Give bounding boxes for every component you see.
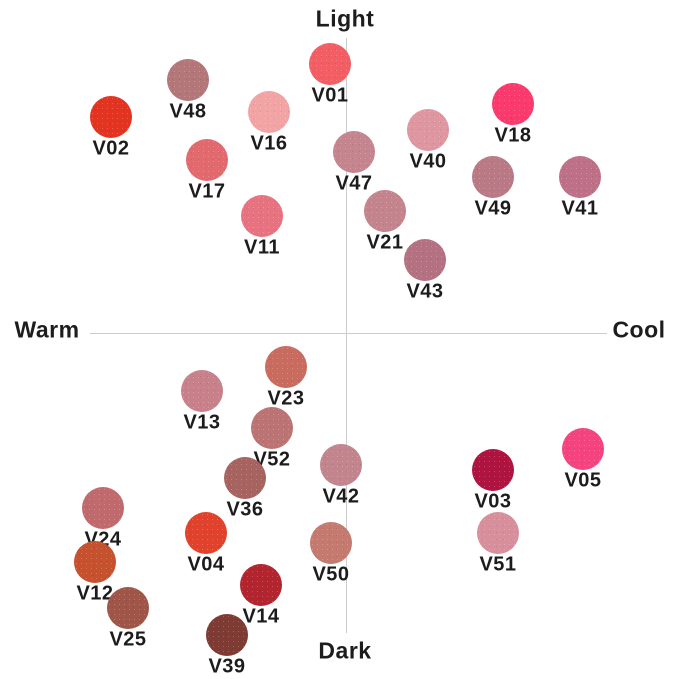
shade-label-v11: V11 [244, 236, 280, 259]
shade-swatch-v01 [309, 43, 351, 85]
shade-label-v12: V12 [76, 582, 114, 605]
shade-swatch-v05 [562, 428, 604, 470]
axis-label-dark: Dark [318, 637, 372, 664]
axis-label-warm: Warm [14, 316, 80, 343]
shade-label-v42: V42 [322, 485, 360, 508]
shade-label-v47: V47 [335, 172, 373, 195]
shade-label-v23: V23 [267, 387, 305, 410]
shade-label-v03: V03 [474, 490, 512, 513]
shade-swatch-v41 [559, 156, 601, 198]
shade-label-v21: V21 [366, 231, 404, 254]
shade-swatch-v49 [472, 156, 514, 198]
shade-swatch-v47 [333, 131, 375, 173]
shade-swatch-v40 [407, 109, 449, 151]
shade-label-v41: V41 [561, 197, 599, 220]
shade-swatch-v39 [206, 614, 248, 656]
shade-label-v25: V25 [109, 628, 147, 651]
shade-swatch-v52 [251, 407, 293, 449]
shade-swatch-v43 [404, 239, 446, 281]
axis-label-cool: Cool [612, 316, 666, 343]
shade-swatch-v03 [472, 449, 514, 491]
shade-swatch-v24 [82, 487, 124, 529]
shade-swatch-v02 [90, 96, 132, 138]
shade-swatch-v48 [167, 59, 209, 101]
shade-swatch-v16 [248, 91, 290, 133]
shade-label-v36: V36 [226, 498, 264, 521]
shade-swatch-v14 [240, 564, 282, 606]
shade-label-v04: V04 [187, 553, 225, 576]
shade-label-v48: V48 [169, 100, 207, 123]
shade-swatch-v13 [181, 370, 223, 412]
horizontal-axis-line [90, 333, 607, 334]
shade-swatch-v21 [364, 190, 406, 232]
shade-swatch-v36 [224, 457, 266, 499]
shade-swatch-v51 [477, 512, 519, 554]
shade-label-v14: V14 [242, 605, 280, 628]
shade-swatch-v25 [107, 587, 149, 629]
shade-swatch-v23 [265, 346, 307, 388]
vertical-axis-line [346, 38, 347, 633]
axis-label-light: Light [315, 5, 375, 32]
shade-label-v39: V39 [208, 655, 246, 678]
shade-label-v02: V02 [92, 137, 130, 160]
shade-label-v16: V16 [250, 132, 288, 155]
shade-label-v05: V05 [564, 469, 602, 492]
shade-label-v52: V52 [253, 448, 291, 471]
shade-label-v43: V43 [406, 280, 444, 303]
shade-label-v51: V51 [479, 553, 517, 576]
shade-swatch-v18 [492, 83, 534, 125]
shade-swatch-v50 [310, 522, 352, 564]
shade-swatch-v04 [185, 512, 227, 554]
shade-label-v13: V13 [183, 411, 221, 434]
shade-swatch-v12 [74, 541, 116, 583]
shade-label-v18: V18 [494, 124, 532, 147]
shade-swatch-v17 [186, 139, 228, 181]
shade-label-v50: V50 [312, 563, 350, 586]
shade-label-v17: V17 [188, 180, 226, 203]
shade-swatch-v42 [320, 444, 362, 486]
shade-label-v49: V49 [474, 197, 512, 220]
shade-label-v01: V01 [311, 84, 349, 107]
shade-swatch-v11 [241, 195, 283, 237]
shade-label-v40: V40 [409, 150, 447, 173]
